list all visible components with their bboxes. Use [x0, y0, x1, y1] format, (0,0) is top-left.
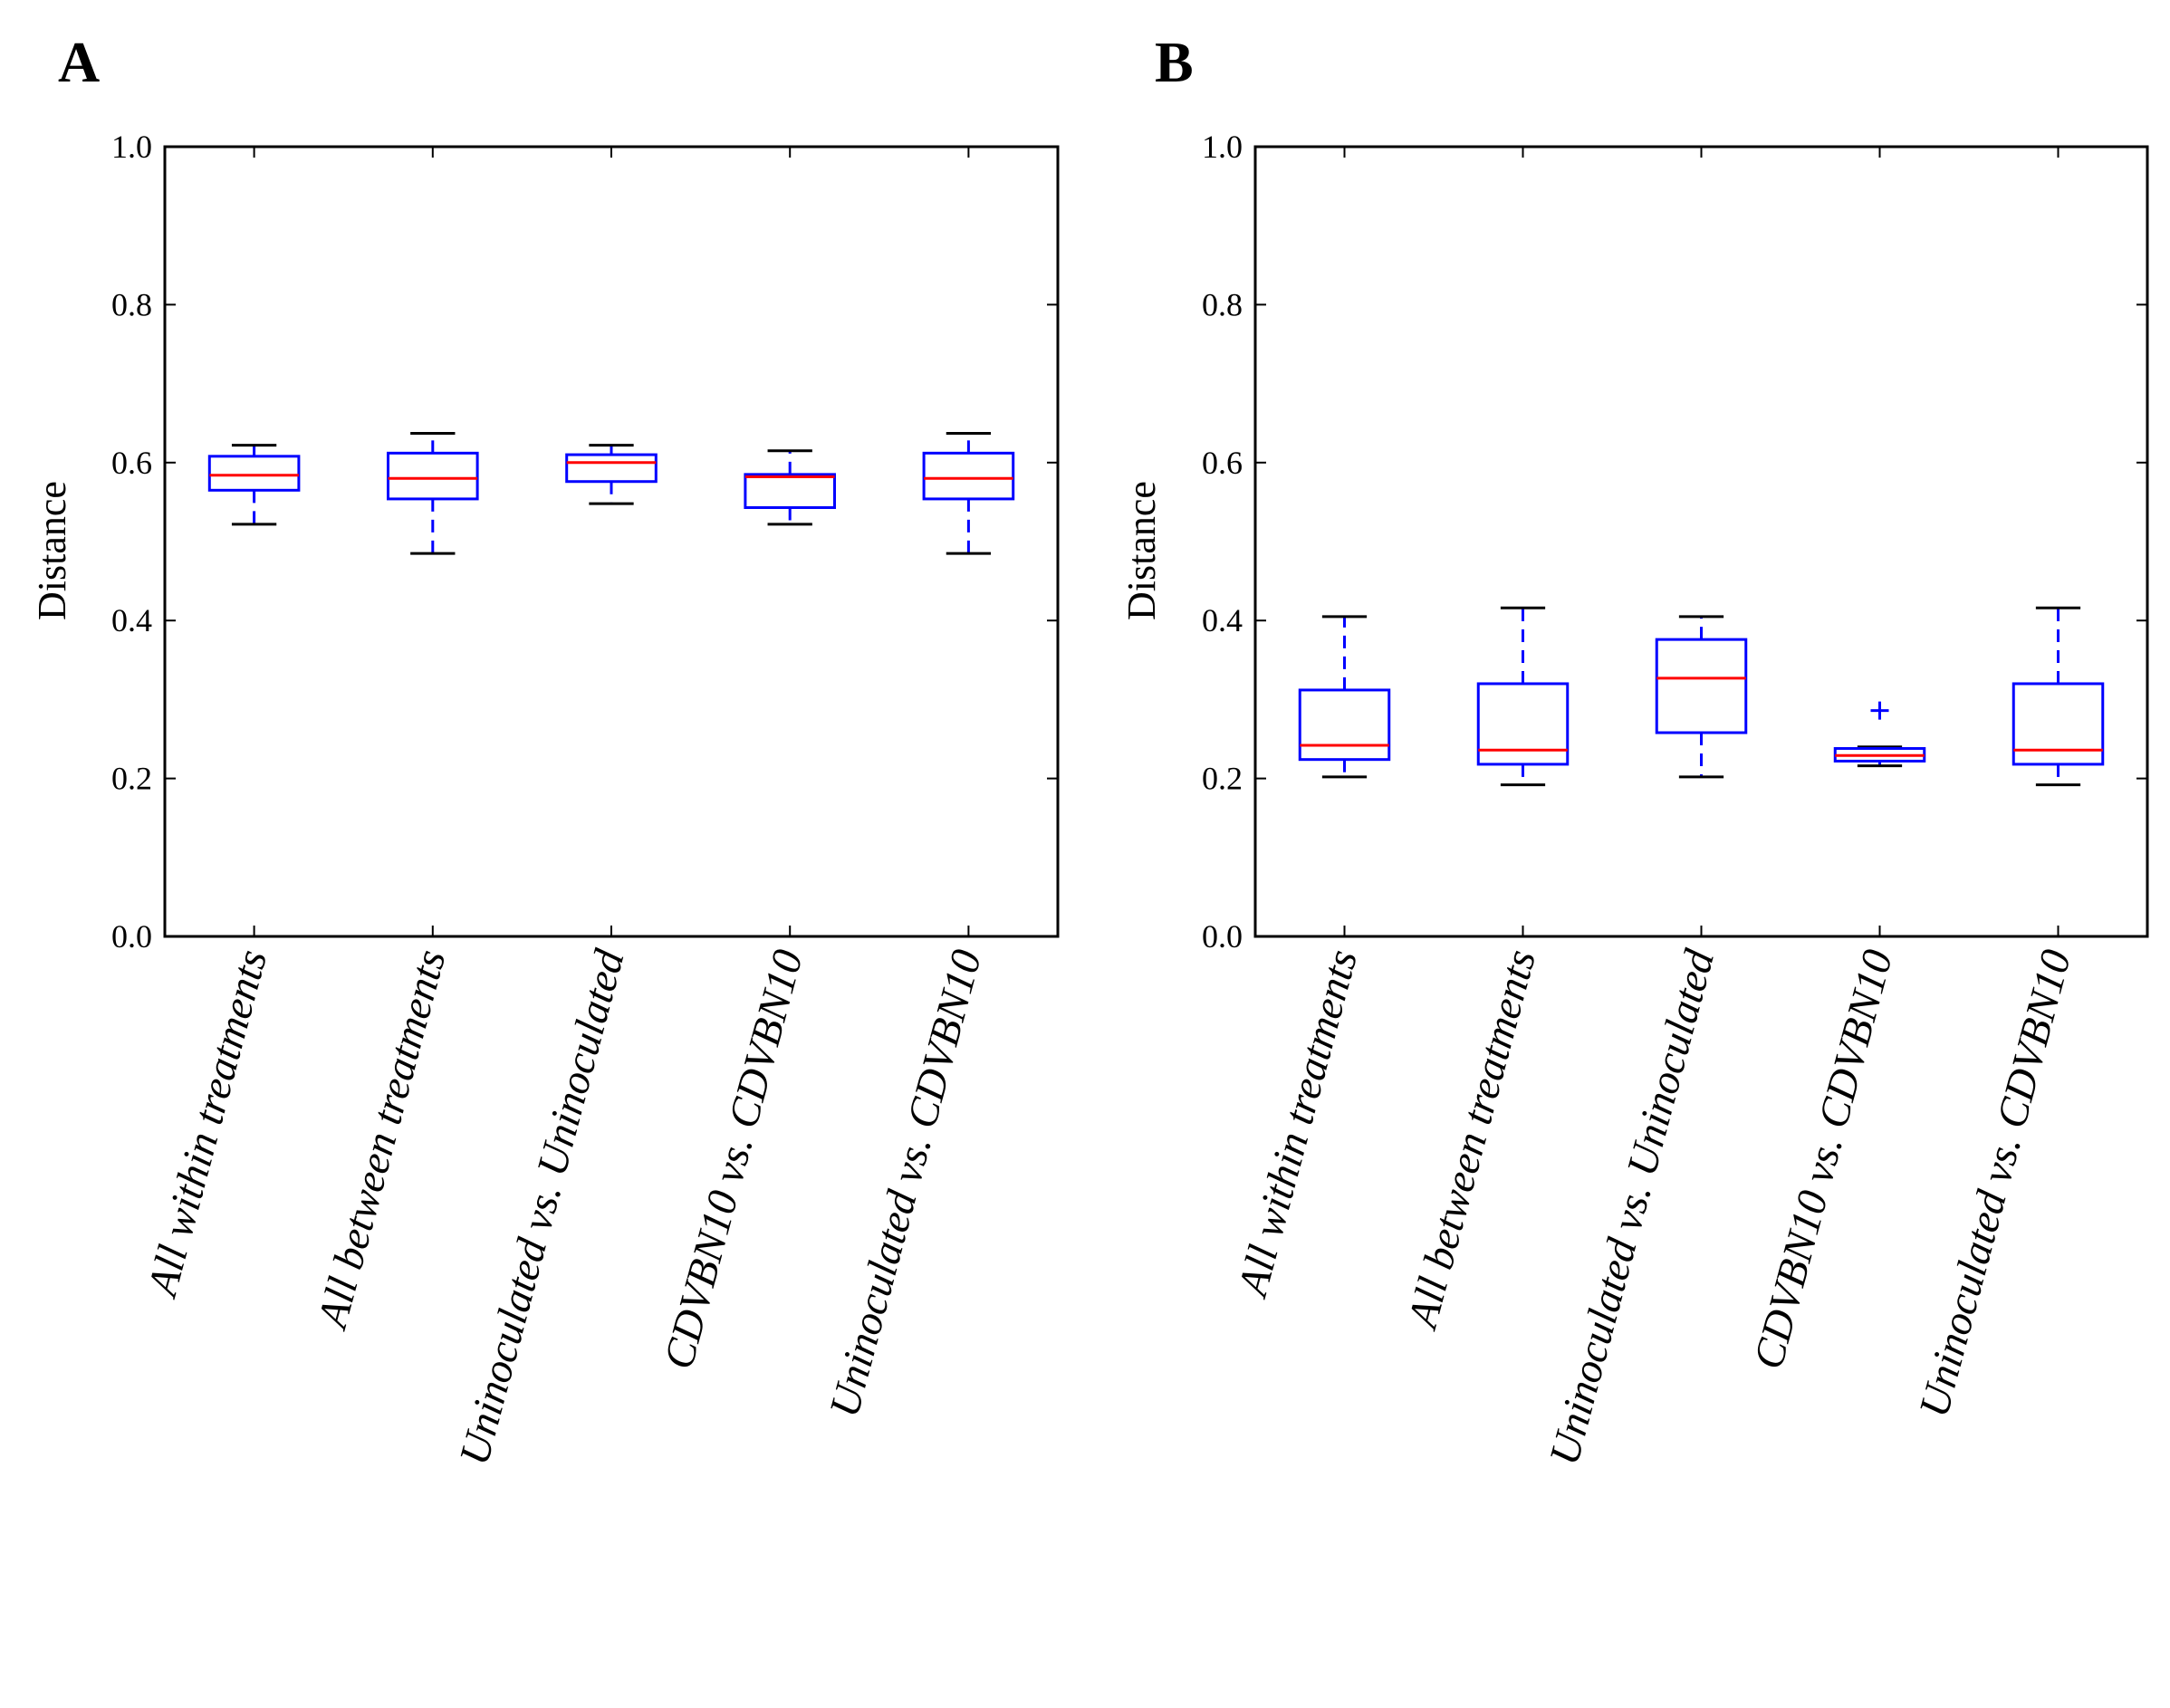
- panel-a-plot-frame: [163, 145, 1060, 938]
- panel-a-box-5: [922, 432, 1015, 555]
- panel-b-iqr-box: [1476, 682, 1570, 766]
- panel-a-iqr-box: [387, 451, 479, 501]
- panel-b-box-4: [1833, 701, 1926, 768]
- panel-a-iqr-box: [744, 473, 837, 510]
- panel-b-y-tick-label: 0.0: [1202, 918, 1243, 955]
- panel-a-box-1: [207, 444, 301, 526]
- panel-a-y-tick-label: 1.0: [111, 129, 152, 165]
- panel-a-y-tick-label: 0.8: [111, 286, 152, 322]
- panel-b-box-3: [1655, 615, 1748, 779]
- panel-b-plot-frame: [1253, 145, 2149, 938]
- panel-a-y-tick-label: 0.6: [111, 445, 152, 481]
- panel-b-y-tick-label: 1.0: [1202, 129, 1243, 165]
- panel-b-box-5: [2012, 606, 2105, 787]
- panel-b-iqr-box: [1298, 688, 1391, 762]
- panel-b-outlier-marker: [1870, 701, 1889, 720]
- panel-a-y-axis-title: Distance: [30, 481, 74, 620]
- panel-a-y-tick-label: 0.4: [111, 602, 152, 638]
- panel-a-box-2: [387, 432, 479, 555]
- panel-a-box-4: [744, 449, 837, 526]
- panel-b-letter: B: [1155, 30, 1194, 94]
- panel-a-y-tick-label: 0.0: [111, 918, 152, 955]
- panel-b-y-tick-label: 0.4: [1202, 602, 1243, 638]
- panel-b-box-1: [1298, 615, 1391, 779]
- panel-a-box-3: [565, 444, 658, 505]
- panel-b-y-tick-label: 0.8: [1202, 286, 1243, 322]
- panel-a-iqr-box: [922, 451, 1015, 501]
- panel-b-y-tick-label: 0.6: [1202, 445, 1243, 481]
- panel-a-iqr-box: [207, 455, 301, 492]
- panel-a-iqr-box: [565, 453, 658, 484]
- panel-b-iqr-box: [2012, 682, 2105, 766]
- panel-a-y-tick-label: 0.2: [111, 761, 152, 797]
- panel-b-y-axis-title: Distance: [1119, 481, 1164, 620]
- panel-b-iqr-box: [1655, 638, 1748, 734]
- panel-a-letter: A: [58, 30, 100, 94]
- panel-b-box-2: [1476, 606, 1570, 787]
- panel-b-y-tick-label: 0.2: [1202, 761, 1243, 797]
